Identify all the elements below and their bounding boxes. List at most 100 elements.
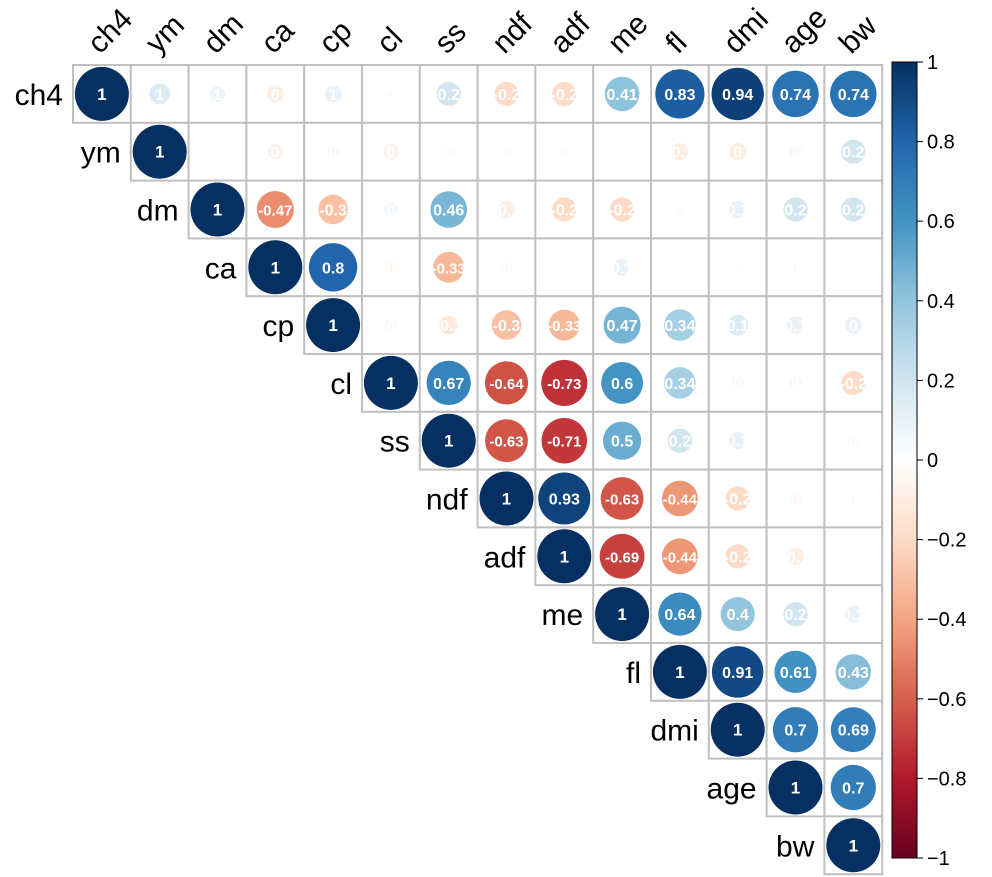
corr-circle-adf-age xyxy=(786,547,805,565)
corr-value-ca-ss: -0.33 xyxy=(432,260,466,277)
corr-value-cl-age: 0 xyxy=(791,376,800,393)
corr-value-dm-ca: -0.47 xyxy=(258,203,292,220)
colorbar-tick-label: −0.4 xyxy=(927,609,966,631)
corr-value-cp-age: 0.1 xyxy=(784,318,806,335)
corr-value-ss-ss: 1 xyxy=(444,432,453,451)
corr-circle-ym-fl xyxy=(671,143,689,161)
corr-circle-cl-fl xyxy=(664,367,696,399)
corr-value-dmi-dmi: 1 xyxy=(733,721,742,740)
corr-circle-cl-me xyxy=(601,361,644,404)
corr-value-dmi-bw: 0.69 xyxy=(838,723,869,740)
corr-value-ym-fl: -0.1 xyxy=(666,145,694,162)
corr-value-dm-cp: -0.3 xyxy=(319,203,347,220)
row-label-cl: cl xyxy=(330,368,352,401)
corr-value-age-bw: 0.7 xyxy=(842,781,864,798)
colorbar-tick-label: 0.6 xyxy=(927,211,955,233)
corr-circle-ym-me xyxy=(619,149,625,155)
corr-circle-ndf-fl xyxy=(661,480,698,517)
corr-circle-cl-ndf xyxy=(484,361,529,405)
corr-circle-ca-fl xyxy=(677,264,683,270)
corr-value-ca-cl: 0 xyxy=(386,260,395,277)
corr-circle-cl-adf xyxy=(541,359,588,406)
grid-cell-ca-adf xyxy=(534,237,595,298)
corr-circle-cl-ss xyxy=(426,360,471,406)
corr-circle-fl-age xyxy=(774,650,817,693)
corr-circle-ca-ss xyxy=(433,251,465,283)
corr-value-ym-dmi: 0 xyxy=(733,145,742,162)
corr-circle-ch4-ca xyxy=(266,85,284,103)
row-label-ss: ss xyxy=(380,426,410,459)
corr-circle-dm-dmi xyxy=(729,200,747,219)
corr-value-me-dmi: 0.4 xyxy=(727,607,749,624)
row-label-adf: adf xyxy=(484,541,526,574)
row-label-ch4: ch4 xyxy=(15,79,63,112)
corr-circle-dm-fl xyxy=(676,205,684,214)
corr-value-ss-adf: -0.71 xyxy=(547,434,581,451)
colorbar-gradient xyxy=(891,61,918,859)
corr-circle-dm-ndf xyxy=(497,200,516,219)
corr-value-dm-me: -0.2 xyxy=(608,203,636,220)
corr-circle-ym-ym xyxy=(132,124,187,179)
corr-value-ch4-ym: 1 xyxy=(155,87,164,104)
corr-value-ss-ndf: -0.63 xyxy=(489,434,523,451)
corr-value-cl-fl: 0.34 xyxy=(664,376,695,393)
col-label-cl: cl xyxy=(371,21,410,60)
corr-circle-ndf-me xyxy=(600,477,644,520)
corr-circle-ch4-ch4 xyxy=(74,66,129,121)
corr-circle-fl-dmi xyxy=(711,646,764,698)
grid-cell-dm-bw xyxy=(823,179,884,240)
corr-value-ch4-bw: 0.74 xyxy=(838,87,869,104)
corr-circle-cp-ss xyxy=(439,315,459,335)
col-label-cp: cp xyxy=(313,14,359,60)
col-label-ch4: ch4 xyxy=(82,2,140,60)
corr-value-ch4-cp: 1 xyxy=(329,87,338,104)
corr-value-ca-age: 0 xyxy=(791,260,800,277)
corr-circle-age-age xyxy=(768,760,823,815)
col-label-me: me xyxy=(602,7,655,60)
colorbar-tick-label: −1 xyxy=(927,848,950,870)
corr-value-cl-ss: 0.67 xyxy=(433,376,464,393)
corr-value-dm-dmi: 0.1 xyxy=(727,203,749,220)
corr-circle-ch4-dmi xyxy=(711,67,764,121)
corr-circle-dm-adf xyxy=(552,197,577,222)
corr-circle-cp-me xyxy=(603,306,641,344)
colorbar-tick-label: 0.2 xyxy=(927,370,955,392)
corr-circle-ndf-adf xyxy=(538,472,591,525)
corr-value-me-fl: 0.64 xyxy=(664,607,695,624)
grid-layer xyxy=(72,64,884,876)
corr-value-ss-me: 0.5 xyxy=(611,434,633,451)
corr-circle-ca-me xyxy=(613,258,631,276)
corr-circle-ss-fl xyxy=(667,428,692,453)
corr-value-ca-ndf: 0 xyxy=(502,260,511,277)
corr-value-cp-ndf: -0.3 xyxy=(493,318,521,335)
corr-value-ss-dmi: 0.1 xyxy=(727,434,749,451)
corr-value-ym-ca: 0 xyxy=(271,145,280,162)
corr-value-ndf-dmi: -0.2 xyxy=(724,492,752,509)
corr-circle-ca-ndf xyxy=(501,261,512,273)
corr-circle-ch4-me xyxy=(604,76,640,112)
row-label-ca: ca xyxy=(205,252,237,285)
col-label-fl: fl xyxy=(660,26,694,60)
corr-value-ch4-ss: 0.2 xyxy=(438,87,460,104)
corr-circle-cp-adf xyxy=(548,309,580,341)
colorbar-tick-label: −0.6 xyxy=(927,689,966,711)
corr-circle-ca-ca xyxy=(248,240,303,295)
corr-value-cp-fl: 0.34 xyxy=(664,318,695,335)
corr-circle-adf-adf xyxy=(537,529,592,584)
corr-value-ss-bw: 0 xyxy=(849,434,858,451)
corr-value-ndf-ndf: 1 xyxy=(502,490,511,509)
corr-circle-ch4-adf xyxy=(552,81,577,106)
corr-circle-ss-me xyxy=(603,421,642,460)
corr-value-ca-me: 0.1 xyxy=(611,260,633,277)
corr-circle-ym-age xyxy=(789,145,802,158)
corr-circle-ch4-ss xyxy=(436,81,461,106)
corr-value-cp-me: 0.47 xyxy=(607,318,638,335)
corr-circle-ch4-fl xyxy=(655,69,705,119)
row-label-bw: bw xyxy=(776,830,815,863)
corr-value-cl-me: 0.6 xyxy=(611,376,633,393)
col-label-ca: ca xyxy=(255,14,301,60)
corr-circle-ym-cl xyxy=(383,144,399,160)
col-label-dm: dm xyxy=(197,7,250,60)
corr-value-ym-ym: 1 xyxy=(155,143,164,162)
